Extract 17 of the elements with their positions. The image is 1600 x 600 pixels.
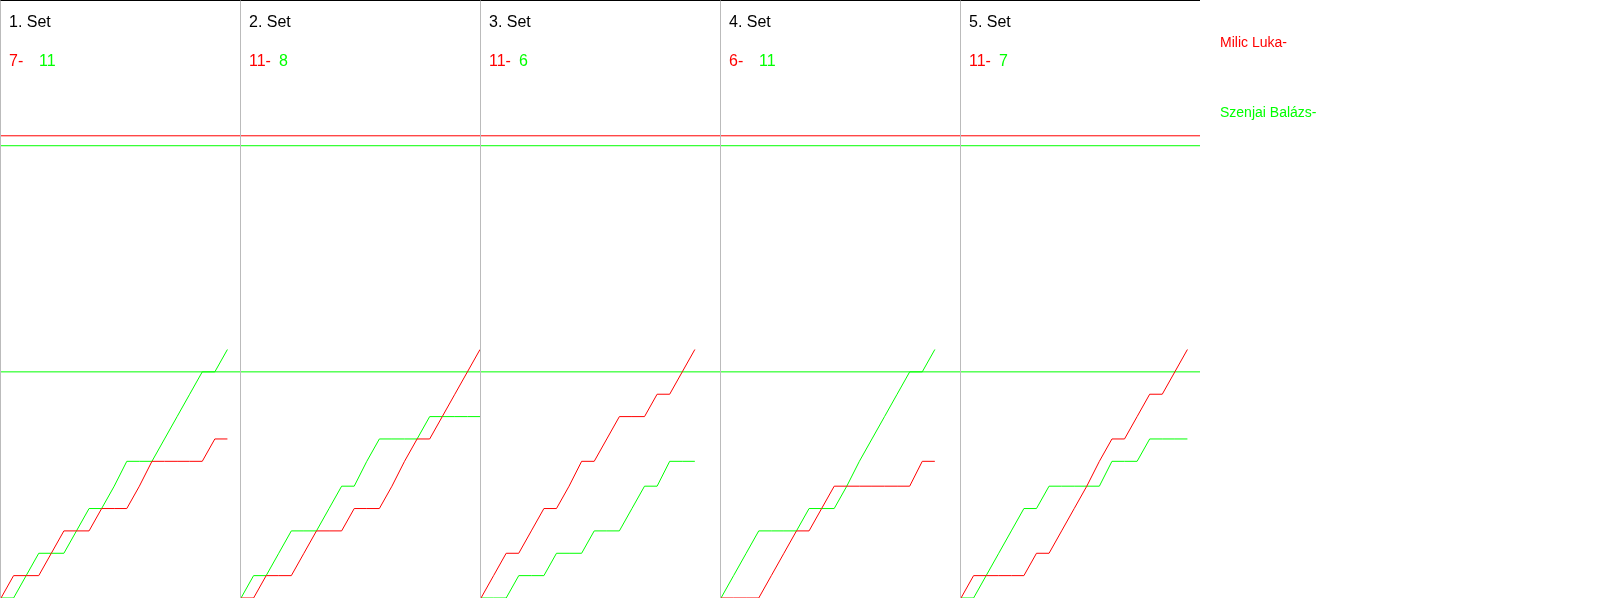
text: 11- [969,52,991,70]
text: 11 [759,52,776,70]
text: Milic Luka- [1220,34,1288,52]
chart-title: 5. Set [969,13,1012,31]
text: 7 [999,52,1008,70]
text: 6 [519,52,528,70]
chart-title: 1. Set [9,13,52,31]
text: 11- [249,52,271,70]
chart-title: 3. Set [489,13,532,31]
text: 11 [39,52,56,70]
text: 7- [9,52,24,70]
chart-title: 4. Set [729,13,772,31]
text: 6- [729,52,744,70]
text: 8 [279,52,288,70]
text: 11- [489,52,511,70]
chart-title: 2. Set [249,13,292,31]
text: Szenjai Balázs- [1220,104,1317,122]
